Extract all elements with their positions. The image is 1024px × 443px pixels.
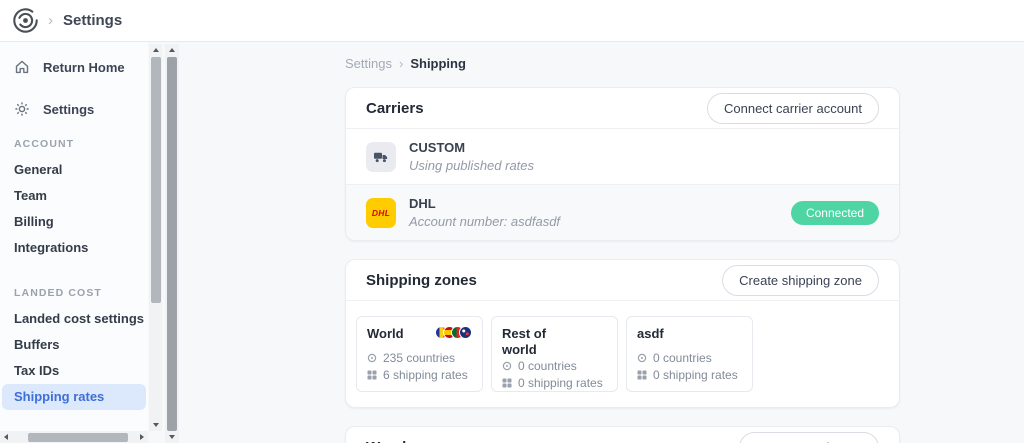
page-scrollbar-thumb[interactable] xyxy=(167,57,177,431)
dhl-logo-icon: DHL xyxy=(366,197,396,228)
carrier-name: DHL xyxy=(409,196,436,212)
zone-tile-rest-of-world[interactable]: Rest of world 0 countries xyxy=(491,316,618,393)
chevron-icon xyxy=(399,56,403,71)
zone-name: asdf xyxy=(637,326,664,342)
globe-icon xyxy=(367,353,377,363)
sidebar-item-label: Return Home xyxy=(43,59,125,75)
connect-carrier-account-button[interactable]: Connect carrier account xyxy=(706,92,879,124)
main-content: Settings Shipping Carriers Connect carri… xyxy=(180,42,1024,443)
globe-icon xyxy=(637,353,647,363)
sidebar-item-general[interactable]: General xyxy=(14,162,63,177)
scroll-up-icon[interactable] xyxy=(149,44,162,56)
globe-icon xyxy=(502,361,512,370)
rates-grid-icon xyxy=(637,370,647,380)
zone-name: Rest of world xyxy=(502,326,547,358)
sidebar-item-label: Settings xyxy=(43,101,95,117)
carrier-row-custom[interactable]: CUSTOM Using published rates xyxy=(346,129,899,184)
rates-grid-icon xyxy=(367,370,377,380)
zonos-logo-icon[interactable] xyxy=(10,6,40,36)
sidebar: Return Home Settings ACCOUNT General Tea… xyxy=(0,42,148,443)
connected-status-badge: Connected xyxy=(790,200,879,225)
shipping-zones-card: Shipping zones Create shipping zone Worl… xyxy=(345,259,900,409)
sidebar-item-integrations[interactable]: Integrations xyxy=(14,240,89,255)
carriers-card: Carriers Connect carrier account CUSTOM … xyxy=(345,87,900,242)
dhl-logo-text: DHL xyxy=(371,207,391,218)
zone-rates: 6 shipping rates xyxy=(367,368,472,382)
zone-countries: 235 countries xyxy=(367,351,472,365)
topbar-title[interactable]: Settings xyxy=(63,12,123,29)
carrier-subtitle: Account number: asdfasdf xyxy=(409,213,561,229)
breadcrumb: Settings Shipping xyxy=(345,56,1024,71)
zone-tile-world[interactable]: World 235 countries xyxy=(356,316,483,393)
zone-rates: 0 shipping rates xyxy=(637,368,742,382)
breadcrumb-shipping: Shipping xyxy=(410,56,466,71)
zone-rates: 0 shipping rates xyxy=(502,376,607,390)
page-body: Return Home Settings ACCOUNT General Tea… xyxy=(0,42,1024,443)
breadcrumb-settings[interactable]: Settings xyxy=(345,56,392,71)
sidebar-item-billing[interactable]: Billing xyxy=(14,214,54,229)
sidebar-item-team[interactable]: Team xyxy=(14,188,47,203)
create-warehouse-button[interactable]: Create warehouse xyxy=(738,431,879,443)
home-icon xyxy=(14,59,30,75)
sidebar-section-landed-cost: LANDED COST xyxy=(14,287,102,299)
scroll-down-icon[interactable] xyxy=(149,419,162,431)
scroll-right-icon[interactable] xyxy=(136,431,148,443)
zone-tile-asdf[interactable]: asdf 0 countries xyxy=(626,316,753,393)
sidebar-item-tax-ids[interactable]: Tax IDs xyxy=(14,363,60,378)
scroll-up-icon[interactable] xyxy=(165,44,179,56)
sidebar-section-account: ACCOUNT xyxy=(14,138,75,150)
gear-icon xyxy=(14,101,30,117)
scroll-left-icon[interactable] xyxy=(0,431,12,443)
carriers-title: Carriers xyxy=(366,99,424,117)
sidebar-item-shipping-rates[interactable]: Shipping rates xyxy=(2,384,146,410)
horizontal-scrollbar-thumb[interactable] xyxy=(28,432,128,442)
sidebar-item-return-home[interactable]: Return Home xyxy=(0,54,148,80)
zones-list: World 235 countries xyxy=(346,301,899,407)
shipping-zones-title: Shipping zones xyxy=(366,271,477,289)
sidebar-item-settings[interactable]: Settings xyxy=(0,96,148,122)
warehouses-card: Warehouses Create warehouse xyxy=(345,426,900,443)
carrier-name: CUSTOM xyxy=(409,140,466,155)
sidebar-horizontal-scrollbar[interactable] xyxy=(0,431,148,443)
truck-icon xyxy=(366,141,396,172)
chevron-icon xyxy=(48,12,53,29)
zone-name: World xyxy=(367,326,404,342)
topbar: Settings xyxy=(0,0,1024,42)
scroll-down-icon[interactable] xyxy=(165,431,179,443)
warehouses-card-header: Warehouses Create warehouse xyxy=(346,427,899,443)
sidebar-scrollbar-thumb[interactable] xyxy=(150,57,161,303)
create-shipping-zone-button[interactable]: Create shipping zone xyxy=(722,264,879,296)
carrier-info: DHL Account number: asdfasdf xyxy=(409,195,560,230)
zone-countries: 0 countries xyxy=(637,351,742,365)
page-scrollbar[interactable] xyxy=(165,44,179,443)
shipping-zones-card-header: Shipping zones Create shipping zone xyxy=(346,260,899,302)
zone-countries: 0 countries xyxy=(502,359,607,373)
rates-grid-icon xyxy=(502,378,512,388)
carrier-row-dhl[interactable]: DHL DHL Account number: asdfasdf Connect… xyxy=(346,184,899,241)
country-flags-icon xyxy=(435,326,472,340)
warehouses-title: Warehouses xyxy=(366,439,455,443)
sidebar-scrollbar[interactable] xyxy=(149,44,162,431)
sidebar-item-landed-cost-settings[interactable]: Landed cost settings xyxy=(14,311,145,326)
sidebar-item-buffers[interactable]: Buffers xyxy=(14,337,60,352)
carrier-subtitle: Using published rates xyxy=(409,157,535,173)
carrier-info: CUSTOM Using published rates xyxy=(409,139,534,174)
carriers-card-header: Carriers Connect carrier account xyxy=(346,88,899,129)
